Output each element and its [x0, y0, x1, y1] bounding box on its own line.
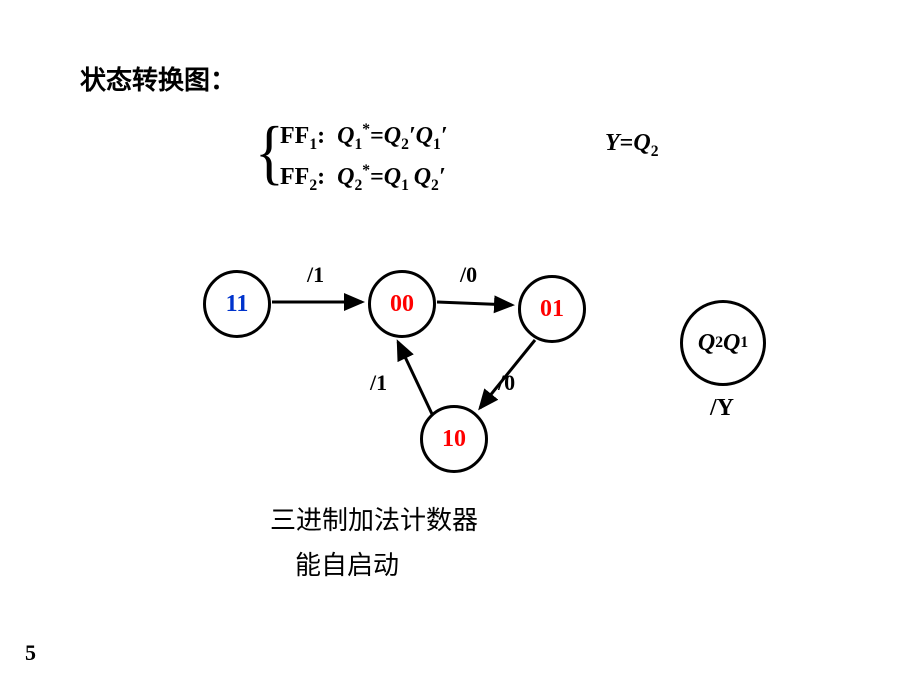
- equation-ff2: FF2: Q2*=Q1 Q2′: [280, 158, 446, 199]
- page-number: 5: [25, 640, 36, 666]
- ff1-prefix: FF: [280, 123, 309, 149]
- ff2-r2-var: Q: [414, 164, 431, 190]
- state-node-10: 10: [420, 405, 488, 473]
- ff2-r2-sub: 2: [431, 177, 439, 194]
- state-node-00: 00: [368, 270, 436, 338]
- edge-label-11-00: /1: [307, 262, 324, 288]
- diagram-title: 状态转换图：: [80, 60, 236, 97]
- edge-10-00: [398, 342, 432, 414]
- legend-node: Q2Q1: [680, 300, 766, 386]
- state-node-01: 01: [518, 275, 586, 343]
- ff2-lhs-sub: 2: [354, 177, 362, 194]
- edge-00-01: [437, 302, 512, 305]
- legend-s2: 1: [740, 334, 748, 352]
- ff1-r1-var: Q: [384, 123, 401, 149]
- out-rhs-var: Q: [633, 130, 650, 156]
- caption-line-1: 三进制加法计数器: [270, 500, 478, 537]
- edge-label-01-10: /0: [498, 370, 515, 396]
- ff2-lhs-sup: *: [362, 162, 370, 179]
- edges-svg: [0, 0, 920, 690]
- caption-line-2: 能自启动: [295, 545, 399, 582]
- state-node-11: 11: [203, 270, 271, 338]
- output-equation: Y=Q2: [605, 130, 659, 161]
- equation-ff1: FF1: Q1*=Q2′Q1′: [280, 117, 448, 158]
- ff1-r1-sub: 2: [401, 136, 409, 153]
- ff1-r2-prime: ′: [441, 123, 448, 149]
- ff1-lhs-var: Q: [337, 123, 354, 149]
- ff2-r2-prime: ′: [439, 164, 446, 190]
- ff2-r1-var: Q: [384, 164, 401, 190]
- ff1-r1-prime: ′: [409, 123, 416, 149]
- out-rhs-sub: 2: [651, 143, 659, 160]
- ff1-r2-var: Q: [416, 123, 433, 149]
- ff2-r1-sub: 1: [401, 177, 409, 194]
- out-lhs: Y: [605, 130, 620, 156]
- ff2-lhs-var: Q: [337, 164, 354, 190]
- legend-q1: Q: [698, 330, 715, 357]
- edge-label-00-01: /0: [460, 262, 477, 288]
- ff2-prefix: FF: [280, 164, 309, 190]
- ff1-lhs-sup: *: [362, 121, 370, 138]
- legend-s1: 2: [715, 334, 723, 352]
- ff1-lhs-sub: 1: [354, 136, 362, 153]
- legend-q2: Q: [723, 330, 740, 357]
- ff1-sub: 1: [309, 136, 317, 153]
- ff1-r2-sub: 1: [433, 136, 441, 153]
- ff2-sub: 2: [309, 177, 317, 194]
- legend-y-label: /Y: [710, 395, 734, 422]
- edge-label-10-00: /1: [370, 370, 387, 396]
